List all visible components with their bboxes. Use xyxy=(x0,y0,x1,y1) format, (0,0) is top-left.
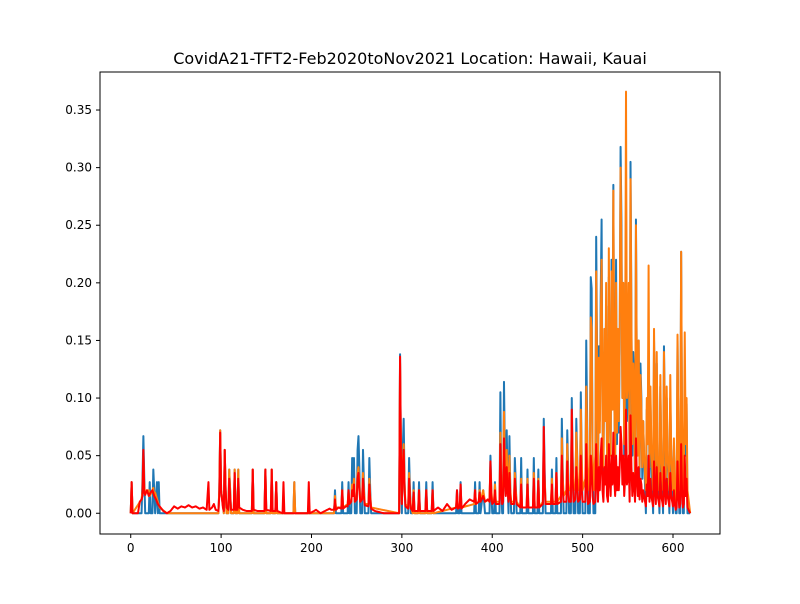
x-tick-label: 200 xyxy=(300,541,323,555)
series-line-3 xyxy=(129,355,692,515)
x-tick-label: 100 xyxy=(210,541,233,555)
y-tick-label: 0.05 xyxy=(65,449,92,463)
y-tick-label: 0.20 xyxy=(65,276,92,290)
plot-frame xyxy=(99,71,721,535)
x-tick-label: 600 xyxy=(662,541,685,555)
chart-title: CovidA21-TFT2-Feb2020toNov2021 Location:… xyxy=(173,49,647,68)
x-tick-label: 300 xyxy=(390,541,413,555)
x-tick-label: 500 xyxy=(571,541,594,555)
y-tick-label: 0.35 xyxy=(65,103,92,117)
y-tick-label: 0.10 xyxy=(65,391,92,405)
axes-layer: 0 100 200 300 400 500 600 0.00 0.05 0.10 0.15 0.20 0… xyxy=(65,103,684,555)
y-tick-label: 0.30 xyxy=(65,161,92,175)
y-tick-label: 0.15 xyxy=(65,333,92,347)
y-tick-label: 0.25 xyxy=(65,218,92,232)
x-tick-label: 400 xyxy=(481,541,504,555)
y-tick-label: 0.00 xyxy=(65,506,92,520)
x-tick-label: 0 xyxy=(127,541,135,555)
series-layer xyxy=(129,90,692,515)
